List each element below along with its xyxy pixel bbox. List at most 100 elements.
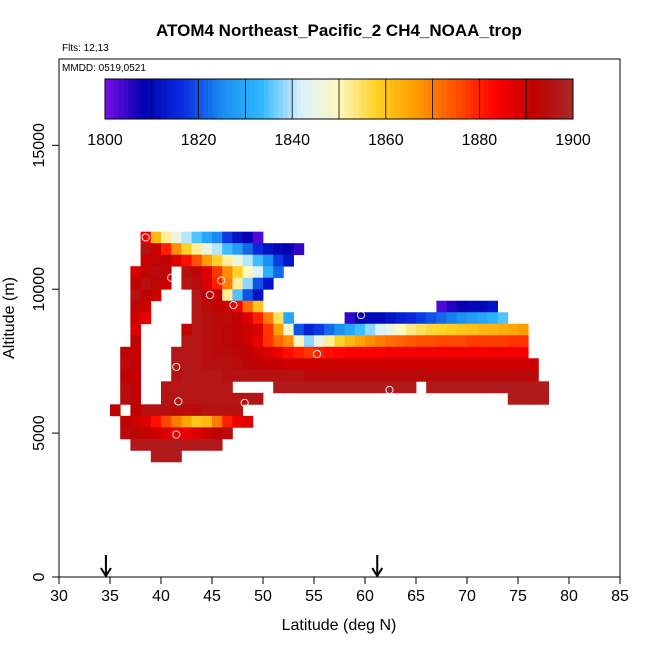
colorbar-swatch [367, 79, 373, 119]
colorbar-swatch [287, 79, 293, 119]
heatmap-cell [436, 369, 447, 382]
colorbar-swatch [526, 79, 532, 119]
heatmap-cell [191, 289, 203, 302]
x-tick-label: 35 [101, 588, 119, 605]
heatmap-cell [273, 243, 284, 256]
heatmap-cell [171, 392, 182, 405]
heatmap-cell [426, 369, 437, 382]
heatmap-cell [161, 231, 172, 244]
heatmap-cell [150, 243, 162, 256]
heatmap-cell [375, 335, 386, 348]
heatmap-cell [507, 392, 519, 405]
heatmap-cell [252, 358, 264, 371]
heatmap-cell [212, 346, 223, 359]
heatmap-cell [161, 450, 172, 463]
heatmap-cell [191, 243, 203, 256]
heatmap-cell [416, 346, 427, 359]
heatmap-cell [283, 369, 294, 382]
heatmap-cell [416, 358, 427, 371]
heatmap-cell [395, 381, 407, 394]
colorbar-swatch [399, 79, 406, 119]
colorbar-swatch [413, 79, 420, 119]
colorbar-tick-label: 1840 [274, 132, 310, 149]
heatmap-cell [324, 323, 335, 336]
heatmap-cell [314, 335, 325, 348]
colorbar-swatch [292, 79, 298, 119]
colorbar-swatch [231, 79, 237, 119]
heatmap-cell [344, 312, 356, 325]
heatmap-cell [416, 312, 427, 325]
colorbar-swatch [329, 79, 335, 119]
x-tick-label: 70 [458, 588, 476, 605]
heatmap-cell [436, 335, 447, 348]
heatmap-cell [201, 438, 213, 451]
heatmap-cell [293, 346, 305, 359]
heatmap-cell [467, 346, 478, 359]
heatmap-cell [191, 369, 203, 382]
colorbar-swatch [563, 79, 569, 119]
heatmap-cell [140, 415, 152, 428]
heatmap-cell [354, 358, 366, 371]
heatmap-cell [293, 358, 305, 371]
heatmap-cell [232, 346, 243, 359]
heatmap-cell [303, 369, 315, 382]
heatmap-cell [395, 358, 407, 371]
heatmap-cell [181, 266, 192, 279]
colorbar-swatch [446, 79, 452, 119]
heatmap-cell [140, 266, 152, 279]
dates-label: MMDD: 0519,0521 [62, 63, 146, 74]
colorbar-swatch [502, 79, 508, 119]
heatmap-cell [273, 335, 284, 348]
heatmap-cell [191, 438, 203, 451]
heatmap-cell [150, 404, 162, 417]
heatmap-cell [120, 358, 131, 371]
heatmap-cell [375, 312, 386, 325]
heatmap-cell [222, 254, 233, 267]
heatmap-cell [416, 323, 427, 336]
heatmap-cell [446, 312, 458, 325]
heatmap-cell [171, 346, 182, 359]
heatmap-cell [314, 358, 325, 371]
heatmap-cell [120, 369, 131, 382]
heatmap-cell [222, 231, 233, 244]
heatmap-cell [334, 323, 345, 336]
colorbar-swatch [170, 79, 176, 119]
heatmap-cell [181, 254, 192, 267]
heatmap-cell [477, 346, 488, 359]
heatmap-cell [201, 312, 213, 325]
colorbar-tick-label: 1820 [181, 132, 217, 149]
heatmap-cell [130, 312, 141, 325]
chart-title: ATOM4 Northeast_Pacific_2 CH4_NOAA_trop [156, 21, 522, 40]
heatmap-cell [303, 335, 315, 348]
heatmap-cell [212, 312, 223, 325]
heatmap-cell [161, 254, 172, 267]
heatmap-cell [222, 392, 233, 405]
y-tick-label: 10000 [31, 267, 48, 312]
sample-point [240, 398, 249, 407]
heatmap-cell [507, 369, 519, 382]
sample-point [172, 430, 181, 439]
heatmap-cell [252, 300, 264, 313]
heatmap-cell [354, 369, 366, 382]
heatmap-cell [171, 358, 182, 371]
heatmap-cell [191, 254, 203, 267]
heatmap-cell [314, 381, 325, 394]
heatmap-cell [375, 346, 386, 359]
heatmap-cell [212, 369, 223, 382]
heatmap-cell [467, 335, 478, 348]
heatmap-cell [201, 415, 213, 428]
heatmap-cell [426, 323, 437, 336]
colorbar-tick-label: 1800 [87, 132, 123, 149]
colorbar-swatch [465, 79, 471, 119]
colorbar-swatch [226, 79, 232, 119]
heatmap-cell [273, 381, 284, 394]
heatmap-cell [140, 231, 152, 244]
x-tick-label: 55 [305, 588, 323, 605]
colorbar-swatch [151, 79, 157, 119]
heatmap-cell [405, 381, 417, 394]
heatmap-cell [212, 277, 223, 290]
heatmap-cell [467, 300, 478, 313]
heatmap-cell [303, 323, 315, 336]
heatmap-cell [222, 266, 233, 279]
heatmap-cell [365, 323, 376, 336]
